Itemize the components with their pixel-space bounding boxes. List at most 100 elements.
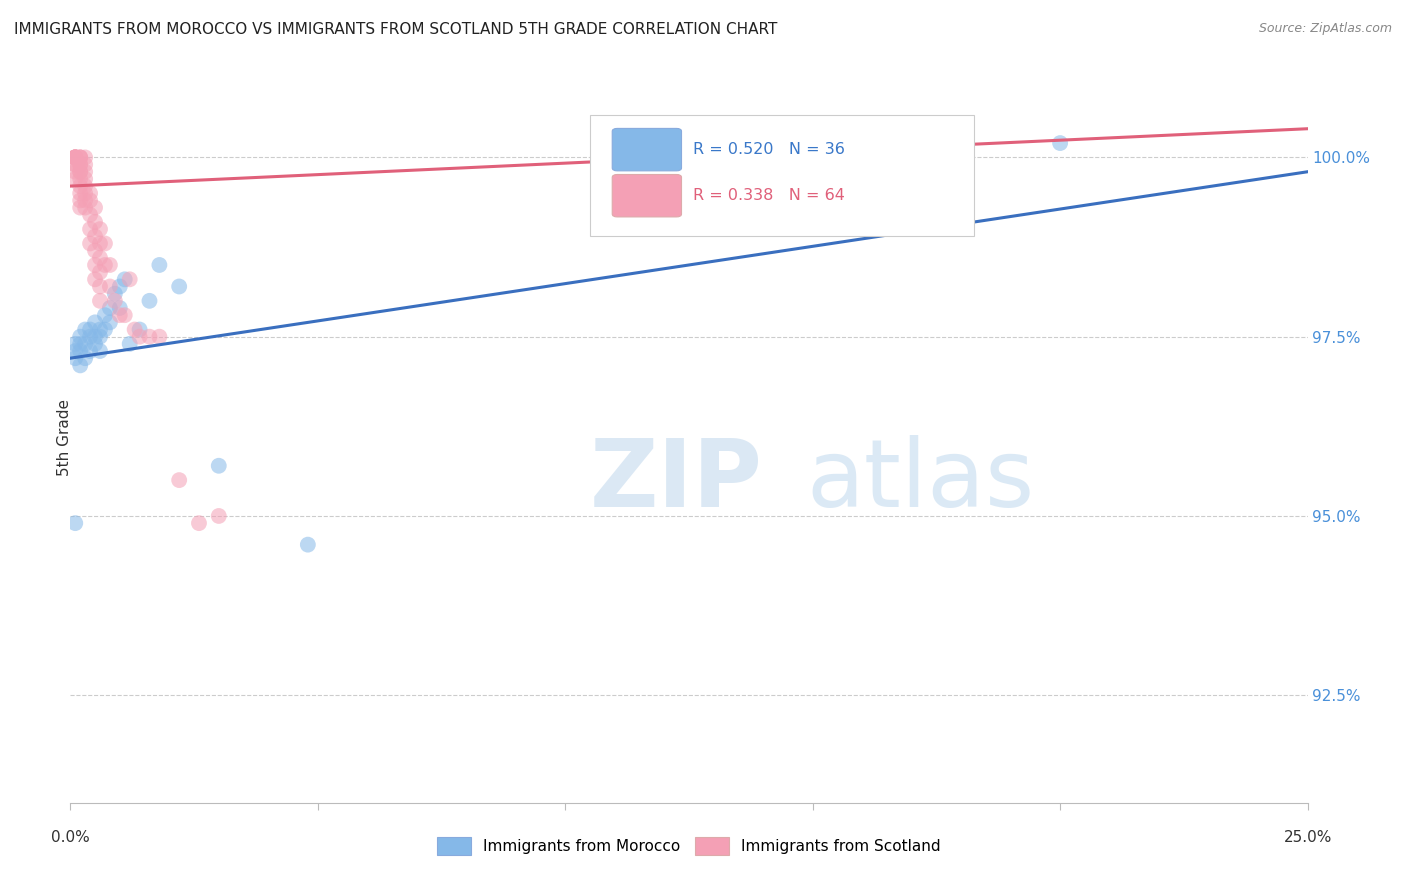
Point (84, 315, 107, 329)
Point (84, 229, 107, 244)
Point (108, 301, 131, 315)
Point (79, 344, 101, 359)
Point (208, 458, 231, 473)
Point (79, 208, 101, 222)
Point (69, 329, 91, 343)
Point (104, 293, 127, 308)
Point (65, 344, 87, 359)
Point (84, 215, 107, 229)
Point (75, 351, 97, 366)
Point (75, 336, 97, 351)
Point (118, 272, 141, 286)
Point (69, 359, 91, 373)
Point (1049, 136, 1071, 150)
Point (108, 279, 131, 293)
Text: Source: ZipAtlas.com: Source: ZipAtlas.com (1258, 22, 1392, 36)
Point (75, 186, 97, 201)
Point (69, 201, 91, 215)
Legend: Immigrants from Morocco, Immigrants from Scotland: Immigrants from Morocco, Immigrants from… (430, 831, 948, 861)
Text: atlas: atlas (807, 435, 1035, 527)
Point (79, 194, 101, 208)
Point (65, 150, 87, 164)
Point (65, 158, 87, 172)
Point (84, 336, 107, 351)
Point (89, 329, 111, 343)
Point (69, 158, 91, 172)
Point (65, 150, 87, 164)
Point (75, 158, 97, 172)
Point (65, 351, 87, 366)
Point (94, 322, 117, 336)
Point (69, 179, 91, 194)
Point (89, 222, 111, 236)
Point (98, 258, 121, 272)
Y-axis label: 5th Grade: 5th Grade (58, 399, 72, 475)
Point (65, 150, 87, 164)
Point (128, 329, 150, 343)
Point (89, 344, 111, 359)
FancyBboxPatch shape (591, 115, 973, 235)
Point (98, 301, 121, 315)
Point (297, 538, 319, 552)
Text: R = 0.520   N = 36: R = 0.520 N = 36 (693, 142, 845, 157)
Point (84, 244, 107, 258)
Point (75, 322, 97, 336)
Point (69, 186, 91, 201)
Point (65, 336, 87, 351)
Point (75, 194, 97, 208)
Point (69, 150, 91, 164)
Point (69, 150, 91, 164)
Point (108, 308, 131, 322)
Point (79, 329, 101, 343)
Point (69, 150, 91, 164)
Point (84, 272, 107, 286)
Point (167, 473, 190, 487)
Point (104, 286, 127, 301)
Point (148, 329, 170, 343)
Point (75, 201, 97, 215)
Text: ZIP: ZIP (591, 435, 763, 527)
Point (65, 150, 87, 164)
Point (89, 265, 111, 279)
Point (79, 222, 101, 236)
Point (148, 258, 170, 272)
Point (89, 251, 111, 265)
Point (65, 172, 87, 186)
Point (75, 150, 97, 164)
Point (89, 236, 111, 251)
Point (65, 516, 87, 530)
Point (94, 308, 117, 322)
Point (124, 322, 146, 336)
Text: R = 0.338   N = 64: R = 0.338 N = 64 (693, 188, 845, 203)
Point (69, 344, 91, 359)
Point (65, 150, 87, 164)
Point (69, 172, 91, 186)
Point (84, 201, 107, 215)
Point (98, 279, 121, 293)
FancyBboxPatch shape (612, 128, 682, 171)
Point (79, 236, 101, 251)
Point (89, 279, 111, 293)
Point (75, 165, 97, 179)
Point (79, 186, 101, 201)
Point (208, 508, 231, 523)
Text: 25.0%: 25.0% (1284, 830, 1331, 846)
Point (69, 336, 91, 351)
Text: 0.0%: 0.0% (51, 830, 90, 846)
Point (75, 179, 97, 194)
Point (188, 516, 211, 530)
Point (114, 308, 136, 322)
Point (69, 165, 91, 179)
Point (128, 322, 150, 336)
Point (94, 236, 117, 251)
Point (84, 258, 107, 272)
Point (65, 150, 87, 164)
Point (69, 165, 91, 179)
Point (118, 336, 141, 351)
Point (65, 165, 87, 179)
Point (65, 158, 87, 172)
Point (69, 158, 91, 172)
Point (94, 258, 117, 272)
Point (114, 272, 136, 286)
Point (89, 322, 111, 336)
